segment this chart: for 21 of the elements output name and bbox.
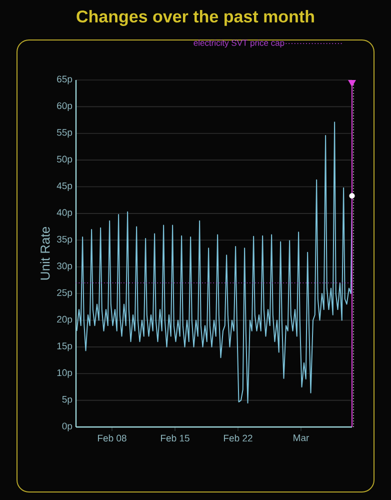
y-tick-label: 20p [57, 316, 72, 325]
x-tick-label: Feb 08 [98, 434, 126, 442]
y-tick-label: 35p [56, 236, 72, 244]
x-tick-label: Mar [294, 434, 310, 442]
y-tick-label: 0p [62, 422, 72, 432]
chart-title: Changes over the past month [76, 10, 314, 26]
y-axis-title: Unit Rate [40, 227, 50, 280]
y-tick-label: 65p [57, 76, 72, 84]
y-tick-label: 30p [56, 262, 72, 272]
y-tick-label: 10p [57, 369, 72, 378]
y-tick-label: 25p [57, 289, 72, 298]
y-tick-label: 40p [56, 209, 72, 218]
x-tick-label: Feb 15 [160, 434, 190, 442]
y-tick-label: 15p [57, 342, 72, 352]
x-tick-label: Feb 22 [224, 434, 252, 442]
y-tick-label: 45p [56, 182, 72, 192]
y-tick-label: 50p [56, 156, 72, 164]
y-tick-label: 60p [57, 102, 72, 111]
y-tick-label: 5p [62, 396, 72, 405]
y-tick-label: 55p [56, 129, 72, 138]
ref-line-label: electricity SVT price cap [194, 40, 284, 48]
